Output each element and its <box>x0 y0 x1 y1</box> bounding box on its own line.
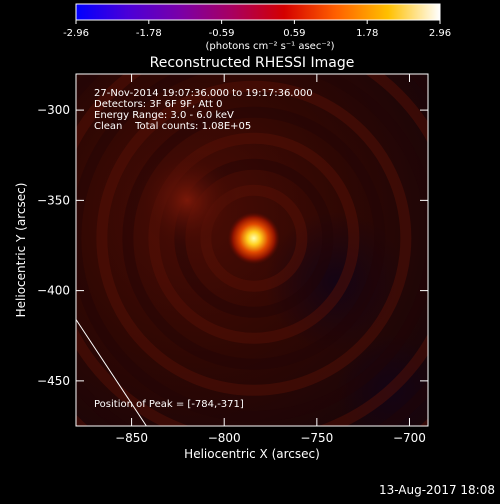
y-tick-label: −450 <box>37 374 70 388</box>
secondary-source <box>137 150 238 251</box>
annotation-peak-position: Position of Peak = [-784,-371] <box>94 399 244 410</box>
y-axis: −300 −350 −400 −450 <box>37 103 428 388</box>
colorbar-tick-label: -2.96 <box>63 28 89 39</box>
dark-region <box>265 211 406 352</box>
y-tick-label: −400 <box>37 284 70 298</box>
x-tick-label: −750 <box>300 431 333 445</box>
ripple-ring <box>148 132 360 344</box>
plot-frame <box>75 73 429 427</box>
colorbar <box>75 3 441 21</box>
x-axis: −850 −800 −750 −700 <box>115 74 426 445</box>
x-tick-label: −800 <box>208 431 241 445</box>
colorbar-tick-label: -0.59 <box>209 28 235 39</box>
y-axis-label: Heliocentric Y (arcsec) <box>14 183 28 318</box>
annotation-energy-range: Energy Range: 3.0 - 6.0 keV <box>94 110 234 121</box>
dark-region <box>335 334 428 426</box>
colorbar-ticks <box>75 20 441 24</box>
peak-source <box>227 212 280 265</box>
x-tick-label: −700 <box>393 431 426 445</box>
colorbar-tick-label: 1.78 <box>356 28 378 39</box>
annotation-clean-counts: Clean Total counts: 1.08E+05 <box>94 121 251 132</box>
annotation-detectors: Detectors: 3F 6F 9F, Att 0 <box>94 99 222 110</box>
colorbar-tick-label: 2.96 <box>429 28 451 39</box>
colorbar-tick-label: -1.78 <box>136 28 162 39</box>
ripple-ring <box>122 106 386 370</box>
annotation-time-range: 27-Nov-2014 19:07:36.000 to 19:17:36.000 <box>94 88 313 99</box>
footer-timestamp: 13-Aug-2017 18:08 <box>379 483 495 497</box>
y-tick-label: −300 <box>37 103 70 117</box>
y-tick-label: −350 <box>37 193 70 207</box>
solar-limb-line <box>76 319 147 426</box>
chart-title: Reconstructed RHESSI Image <box>150 55 355 71</box>
colorbar-tick-label: 0.59 <box>283 28 305 39</box>
ripple-ring <box>76 74 428 422</box>
x-tick-label: −850 <box>115 431 148 445</box>
x-axis-label: Heliocentric X (arcsec) <box>184 447 320 461</box>
ripple-ring <box>96 80 412 396</box>
colorbar-unit: (photons cm⁻² s⁻¹ asec⁻²) <box>205 41 334 52</box>
